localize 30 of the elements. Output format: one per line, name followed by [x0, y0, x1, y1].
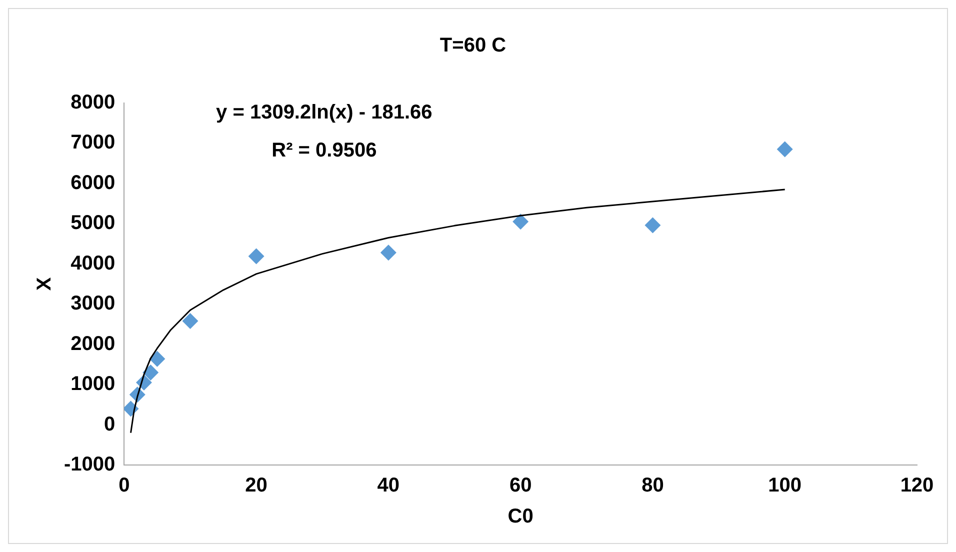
- point: [142, 364, 159, 380]
- x-tick-label: 0: [118, 474, 130, 497]
- chart-title: T=60 C: [440, 34, 506, 57]
- y-tick-label: 5000: [70, 212, 116, 234]
- point: [149, 350, 166, 367]
- y-tick-label: -1000: [64, 454, 116, 476]
- point: [248, 248, 264, 264]
- x-tick-label: 100: [768, 474, 802, 497]
- x-tick-label: 40: [377, 474, 400, 497]
- x-tick-label: 120: [900, 474, 934, 497]
- y-tick-label: 3000: [70, 292, 116, 315]
- point: [644, 217, 661, 234]
- x-tick-label: 80: [642, 474, 664, 497]
- point: [512, 214, 529, 230]
- y-tick-label: 0: [104, 413, 116, 436]
- point: [380, 244, 396, 261]
- x-tick-label: 60: [509, 474, 532, 497]
- x-axis-title: C0: [508, 506, 534, 528]
- y-axis-title: X: [34, 276, 56, 291]
- y-tick-label: 8000: [70, 92, 116, 114]
- y-tick-label: 1000: [70, 373, 116, 396]
- point: [182, 313, 198, 330]
- y-tick-label: 2000: [70, 332, 116, 355]
- y-tick-label: 7000: [70, 132, 116, 154]
- annotation: R² = 0.9506: [272, 140, 377, 162]
- point: [776, 141, 793, 158]
- y-tick-label: 6000: [70, 172, 116, 194]
- annotation: y = 1309.2ln(x) - 181.66: [216, 102, 432, 124]
- x-tick-label: 20: [245, 474, 268, 497]
- y-tick-label: 4000: [70, 252, 116, 274]
